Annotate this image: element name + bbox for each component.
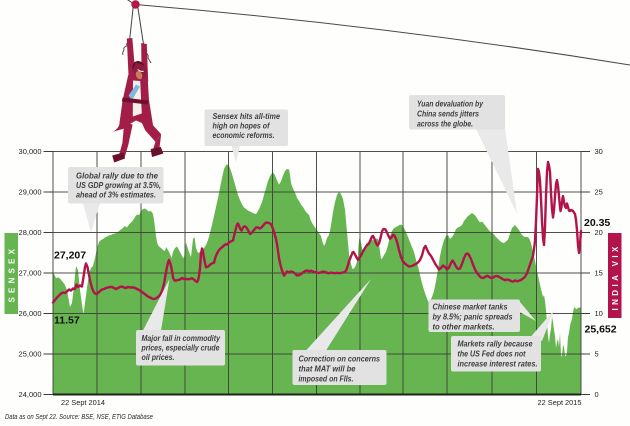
svg-text:25,000: 25,000 (19, 349, 42, 358)
svg-text:20: 20 (595, 228, 603, 237)
svg-text:the US Fed does not: the US Fed does not (458, 348, 527, 358)
svg-text:Markets rally because: Markets rally because (458, 339, 533, 349)
svg-text:imposed on FIIs.: imposed on FIIs. (299, 373, 354, 383)
svg-text:Chinese market tanks: Chinese market tanks (433, 302, 508, 312)
svg-text:prices, especially crude: prices, especially crude (141, 342, 220, 352)
svg-text:INDIA VIX: INDIA VIX (611, 243, 620, 310)
svg-text:22 Sept 2015: 22 Sept 2015 (538, 398, 582, 407)
svg-text:11.57: 11.57 (54, 315, 80, 327)
svg-text:27,207: 27,207 (54, 250, 86, 262)
svg-text:that MAT will be: that MAT will be (299, 363, 356, 373)
svg-text:10: 10 (595, 309, 603, 318)
svg-text:US GDP growing at 3.5%,: US GDP growing at 3.5%, (76, 180, 161, 190)
svg-text:25,652: 25,652 (585, 324, 617, 336)
svg-text:5: 5 (595, 349, 599, 358)
svg-text:SENSEX: SENSEX (7, 245, 16, 303)
svg-text:0: 0 (595, 390, 599, 399)
svg-text:Sensex hits all-time: Sensex hits all-time (213, 111, 281, 121)
svg-text:22 Sept 2014: 22 Sept 2014 (61, 398, 105, 407)
svg-text:25: 25 (595, 187, 603, 196)
svg-text:increase interest rates.: increase interest rates. (458, 358, 538, 368)
svg-text:26,000: 26,000 (19, 309, 42, 318)
svg-text:ahead of 3% estimates.: ahead of 3% estimates. (76, 189, 156, 199)
svg-text:high on hopes of: high on hopes of (213, 120, 271, 130)
svg-text:29,000: 29,000 (19, 187, 42, 196)
svg-text:30: 30 (595, 147, 603, 156)
svg-text:24,000: 24,000 (19, 390, 42, 399)
svg-text:15: 15 (595, 268, 603, 277)
svg-text:Correction on concerns: Correction on concerns (299, 354, 381, 364)
svg-text:27,000: 27,000 (19, 268, 42, 277)
svg-text:across the globe.: across the globe. (417, 118, 473, 128)
svg-text:Data as on Sept 22. Source: BS: Data as on Sept 22. Source: BSE, NSE, ET… (5, 414, 153, 421)
svg-text:by 8.5%; panic spreads: by 8.5%; panic spreads (433, 311, 513, 321)
svg-text:20.35: 20.35 (584, 217, 610, 229)
svg-text:Yuan devaluation by: Yuan devaluation by (417, 99, 483, 109)
svg-text:economic reforms.: economic reforms. (213, 130, 275, 140)
svg-text:30,000: 30,000 (19, 147, 42, 156)
svg-text:oil prices.: oil prices. (142, 352, 175, 362)
svg-text:to other markets.: to other markets. (433, 321, 495, 331)
svg-text:Major fall in commodity: Major fall in commodity (142, 333, 221, 343)
svg-text:Global rally due to the: Global rally due to the (76, 171, 158, 181)
svg-text:28,000: 28,000 (19, 228, 42, 237)
svg-text:China sends jitters: China sends jitters (417, 108, 479, 118)
